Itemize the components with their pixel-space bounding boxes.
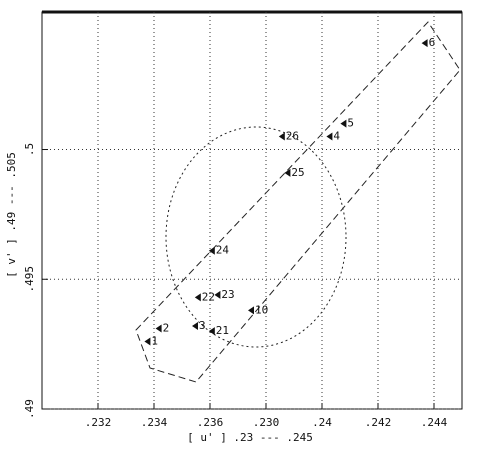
x-tick-label: .236 xyxy=(197,416,224,429)
x-axis-label: [ u' ] .23 --- .245 xyxy=(187,431,313,444)
point xyxy=(278,132,285,141)
point xyxy=(248,306,254,315)
point xyxy=(144,337,151,346)
point-label: 21 xyxy=(216,324,229,337)
point xyxy=(208,327,215,336)
point xyxy=(340,119,347,128)
point-label: 3 xyxy=(199,319,206,332)
x-tick-label: .232 xyxy=(85,416,112,429)
x-tick-label: .244 xyxy=(421,416,448,429)
point xyxy=(194,293,201,302)
region-outline xyxy=(135,21,461,383)
point-label: 6 xyxy=(429,36,436,49)
y-axis-label: [ v' ] .49 --- .505 xyxy=(5,152,18,278)
x-tick-label: .24 xyxy=(312,416,332,429)
point-label: 4 xyxy=(333,130,340,143)
point xyxy=(192,321,198,330)
x-tick-label: .230 xyxy=(253,416,280,429)
x-tick-label: .234 xyxy=(141,416,168,429)
y-tick-label: .49 xyxy=(23,399,36,419)
point xyxy=(284,168,291,177)
point-label: 23 xyxy=(221,288,234,301)
point-label: 26 xyxy=(286,130,299,143)
ellipse xyxy=(165,126,347,348)
point-label: 24 xyxy=(216,244,230,257)
point-label: 2 xyxy=(163,322,170,335)
point-label: 25 xyxy=(291,166,304,179)
y-tick-label: .5 xyxy=(23,143,36,156)
point-label: 1 xyxy=(151,335,158,348)
y-tick-label: .495 xyxy=(23,266,36,293)
plot-frame xyxy=(41,11,463,410)
point xyxy=(421,39,428,48)
point xyxy=(326,132,333,141)
point-label: 10 xyxy=(255,303,268,316)
point xyxy=(214,290,221,299)
x-tick-label: .242 xyxy=(365,416,392,429)
point-label: 22 xyxy=(202,290,215,303)
point-label: 5 xyxy=(347,117,354,130)
point xyxy=(155,324,162,333)
point xyxy=(208,246,215,255)
